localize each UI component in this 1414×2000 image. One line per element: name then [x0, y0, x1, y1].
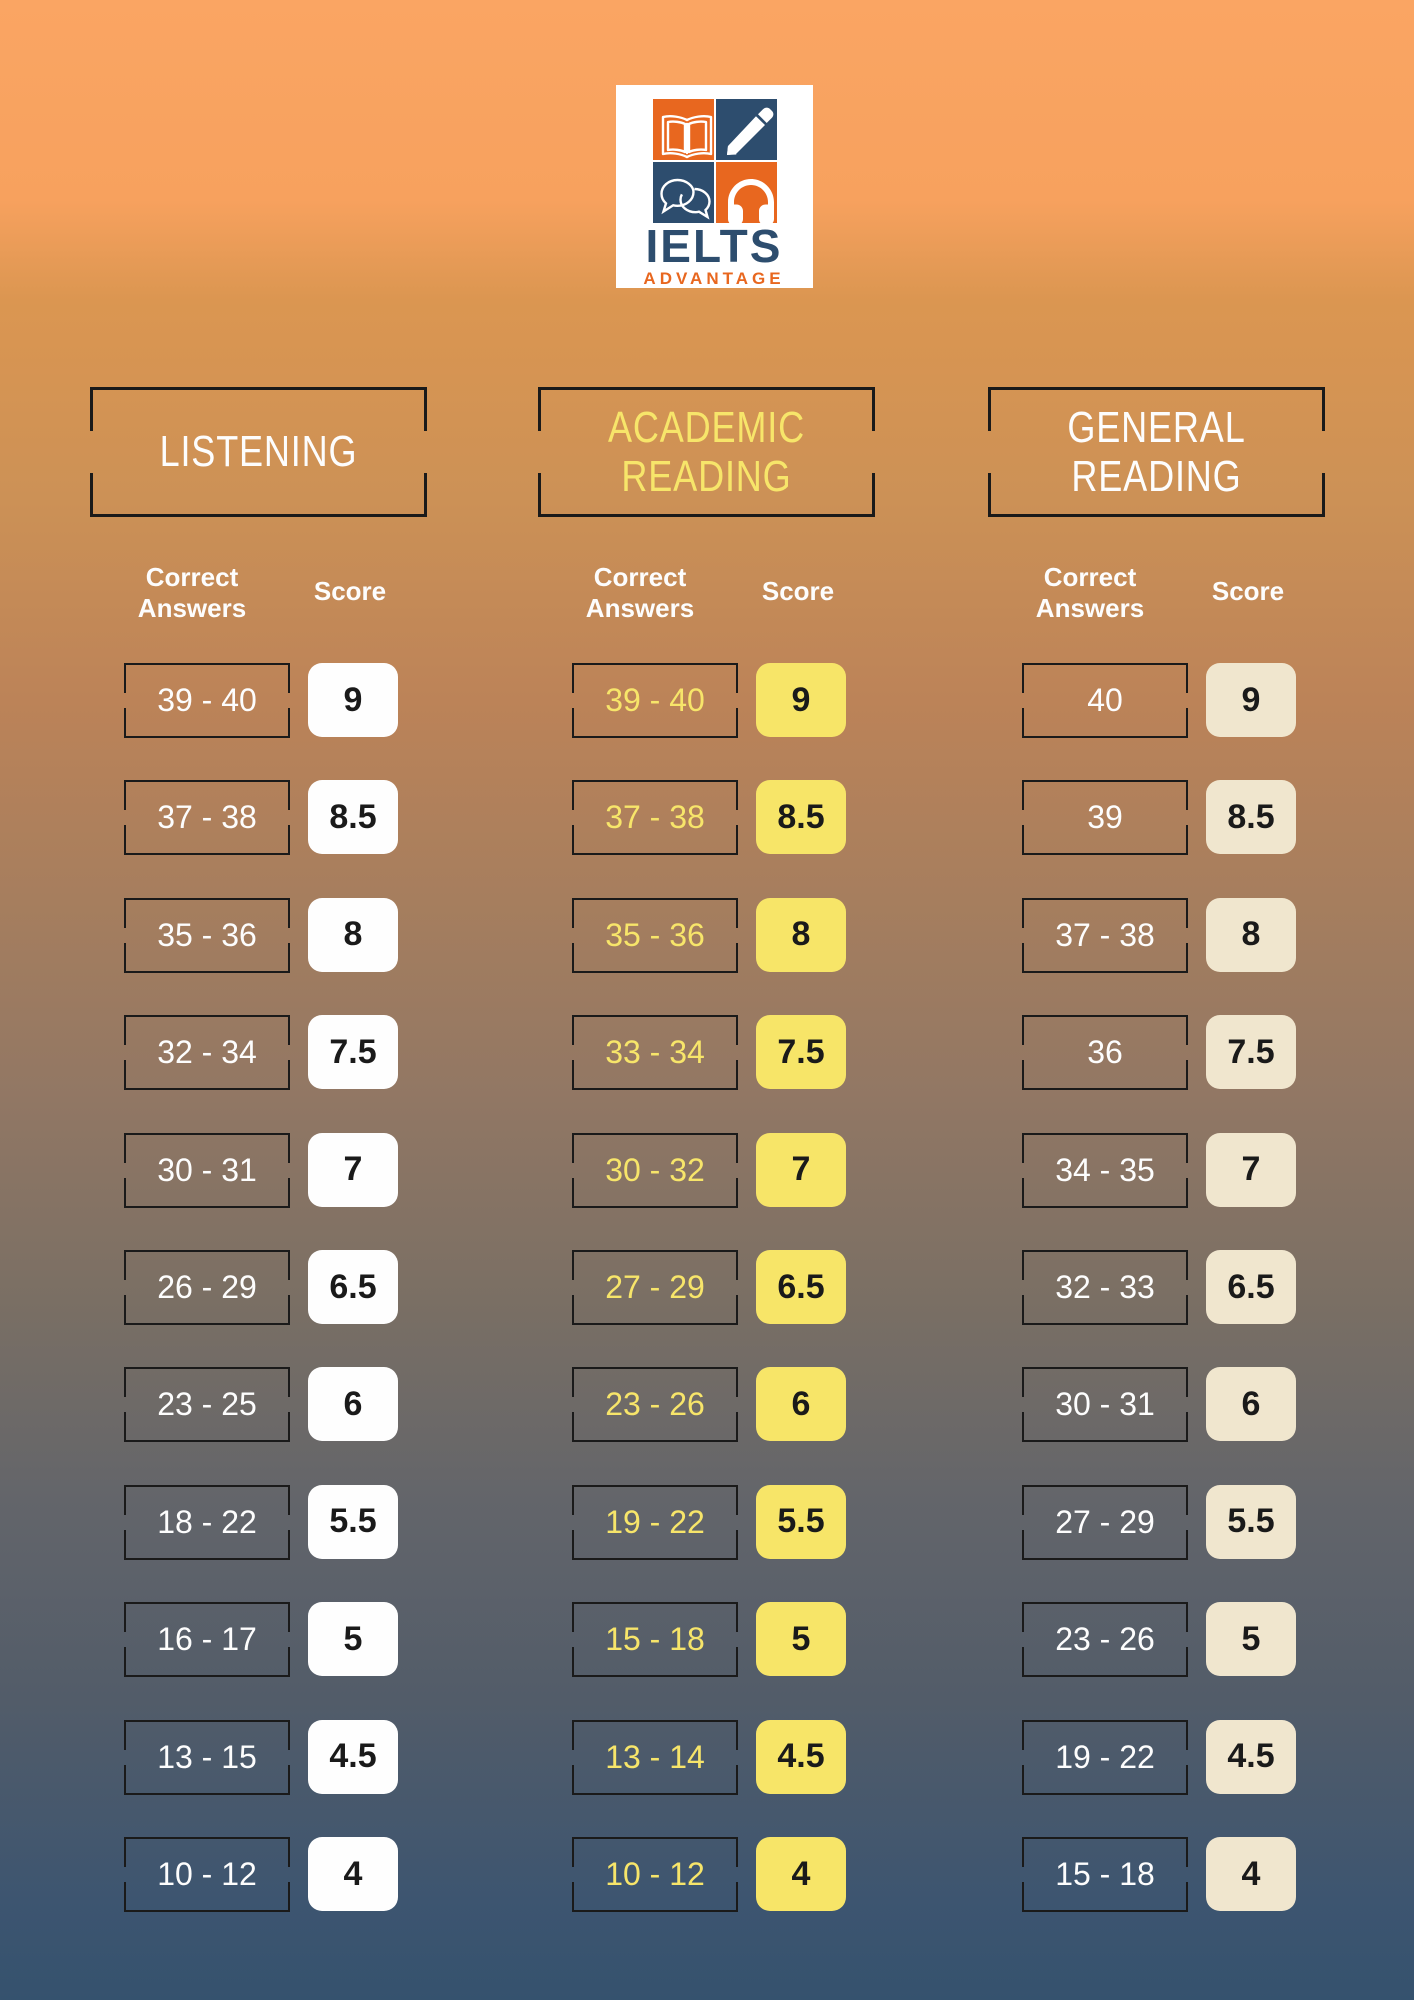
svg-text:ADVANTAGE: ADVANTAGE [643, 269, 784, 288]
svg-text:IELTS: IELTS [646, 220, 783, 272]
